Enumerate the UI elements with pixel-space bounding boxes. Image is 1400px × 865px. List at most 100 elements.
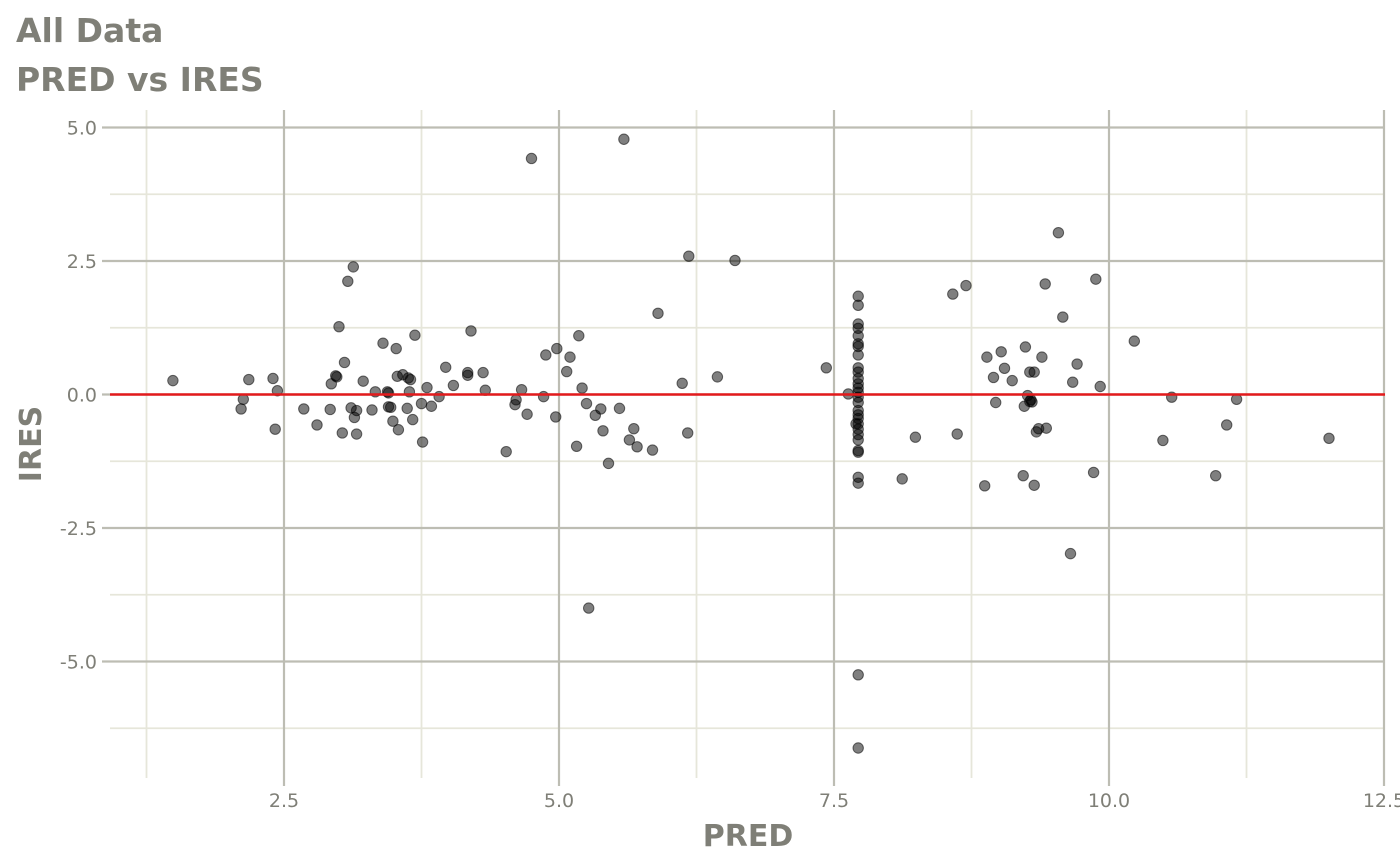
data-point: [342, 275, 354, 287]
data-point: [852, 742, 864, 754]
data-point: [267, 372, 279, 385]
data-points: [167, 133, 1335, 754]
data-point: [1157, 434, 1169, 447]
data-point: [1040, 422, 1053, 434]
data-point: [1017, 469, 1029, 482]
data-point: [510, 394, 522, 406]
data-point: [447, 379, 460, 392]
data-point: [298, 403, 310, 415]
data-point: [1087, 466, 1100, 479]
data-point: [1221, 419, 1233, 431]
data-point: [1071, 358, 1083, 370]
data-point: [947, 288, 959, 300]
y-tick-label: 0.0: [67, 385, 97, 407]
data-point: [407, 413, 419, 426]
data-point: [623, 434, 636, 446]
data-point: [377, 337, 389, 349]
data-point: [852, 446, 864, 458]
data-point: [995, 346, 1007, 358]
data-point: [366, 404, 378, 416]
data-point: [350, 428, 363, 440]
data-point: [852, 349, 864, 361]
minor-gridlines: [110, 110, 1385, 778]
x-tick-label: 2.5: [269, 790, 299, 812]
data-point: [646, 444, 659, 456]
data-point: [243, 373, 255, 386]
data-point: [652, 307, 664, 320]
data-point: [998, 362, 1011, 375]
data-point: [1067, 376, 1079, 388]
data-point: [235, 403, 247, 415]
data-point: [631, 441, 643, 453]
data-point: [583, 602, 595, 614]
x-tick-label: 12.5: [1363, 790, 1400, 812]
data-point: [404, 373, 417, 386]
data-point: [1210, 469, 1222, 482]
data-point: [540, 349, 552, 361]
chart-title: All Data: [16, 11, 164, 50]
x-tick-label: 5.0: [544, 790, 574, 812]
data-point: [729, 254, 741, 267]
data-point: [852, 434, 864, 446]
data-point: [167, 374, 179, 387]
data-point: [357, 375, 369, 387]
data-point: [338, 356, 351, 369]
x-axis-ticks: 2.5 5.0 7.5 10.0 12.5: [269, 790, 1400, 812]
data-point: [333, 320, 345, 333]
data-point: [1006, 374, 1018, 387]
major-gridlines: [102, 110, 1386, 786]
data-point: [347, 261, 359, 273]
data-point: [551, 342, 563, 355]
data-point: [852, 299, 864, 312]
data-point: [576, 382, 588, 394]
data-point: [951, 428, 963, 440]
data-point: [521, 408, 533, 420]
data-point: [909, 431, 922, 443]
data-point: [421, 381, 433, 394]
data-point: [1019, 341, 1032, 353]
data-point: [269, 423, 281, 435]
data-point: [979, 480, 991, 492]
data-point: [392, 424, 405, 436]
data-point: [1323, 432, 1335, 444]
data-point: [580, 397, 593, 410]
data-point: [1128, 335, 1141, 347]
data-point: [550, 411, 562, 423]
data-point: [409, 329, 421, 341]
x-tick-label: 7.5: [819, 790, 849, 812]
data-point: [311, 419, 323, 431]
data-point: [564, 351, 576, 363]
data-point: [1090, 273, 1102, 285]
data-point: [350, 404, 363, 417]
data-point: [390, 342, 402, 355]
data-point: [618, 133, 630, 145]
data-point: [537, 390, 550, 403]
x-axis-label: PRED: [703, 819, 793, 854]
data-point: [987, 371, 1000, 384]
y-tick-label: -5.0: [60, 652, 97, 674]
data-point: [981, 351, 993, 363]
data-point: [960, 279, 972, 292]
chart-subtitle: PRED vs IRES: [16, 60, 264, 99]
data-point: [676, 377, 688, 389]
data-point: [561, 365, 573, 378]
data-point: [682, 427, 694, 439]
data-point: [1026, 396, 1038, 408]
data-point: [425, 400, 438, 412]
data-point: [602, 457, 615, 470]
data-point: [1057, 311, 1069, 323]
y-axis-label: IRES: [14, 406, 49, 482]
data-point: [595, 403, 607, 415]
data-point: [401, 402, 413, 415]
data-point: [1028, 366, 1040, 378]
data-point: [440, 361, 452, 373]
data-point: [990, 396, 1002, 409]
data-point: [465, 325, 477, 337]
data-point: [1094, 380, 1106, 393]
data-point: [711, 371, 724, 383]
data-point: [500, 445, 512, 458]
y-tick-label: 2.5: [67, 251, 97, 273]
data-point: [597, 425, 609, 437]
data-point: [382, 387, 395, 399]
